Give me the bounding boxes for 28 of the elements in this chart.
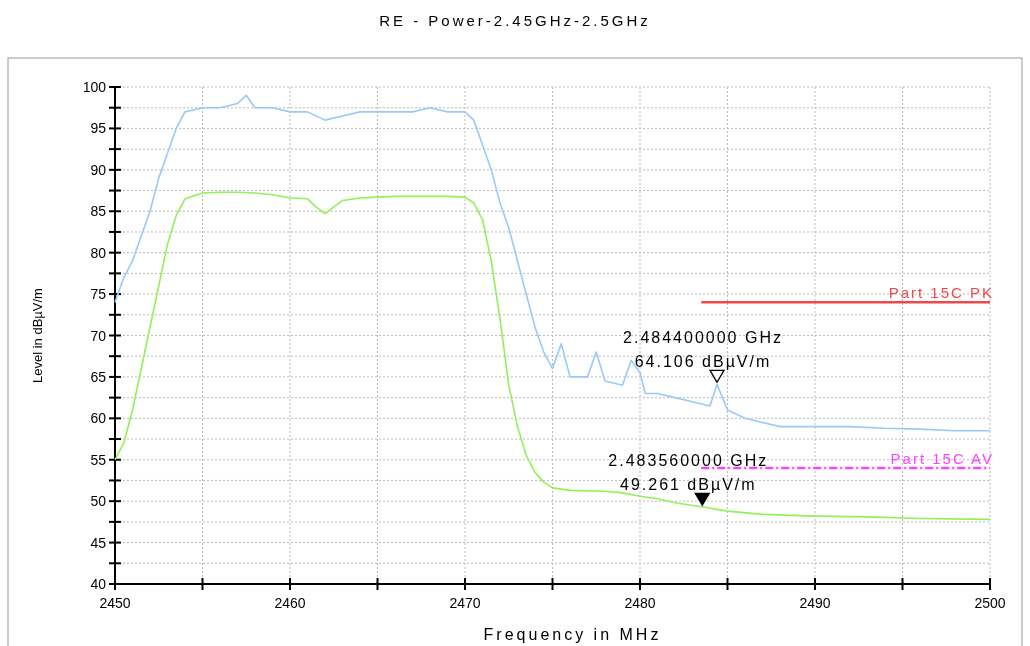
x-tick-label: 2480 bbox=[624, 595, 656, 611]
y-tick-label: 65 bbox=[90, 368, 107, 385]
y-tick-label: 45 bbox=[90, 534, 107, 551]
y-tick-label: 70 bbox=[90, 327, 107, 344]
y-tick-label: 60 bbox=[90, 410, 107, 427]
x-tick-label: 2500 bbox=[974, 595, 1006, 611]
annotation: 2.483560000 GHz 49.261 dBµV/m bbox=[608, 452, 769, 494]
y-tick-label: 85 bbox=[90, 203, 107, 220]
y-tick-label: 95 bbox=[90, 120, 107, 137]
y-tick-label: 80 bbox=[90, 244, 107, 261]
y-tick-label: 100 bbox=[82, 79, 107, 95]
y-axis-title: Level in dBµV/m bbox=[30, 288, 45, 383]
x-tick-label: 2490 bbox=[799, 595, 831, 611]
y-tick-label: 40 bbox=[90, 576, 107, 592]
series-label: Part 15C AV bbox=[890, 450, 994, 468]
line-series bbox=[114, 191, 991, 521]
x-axis-title: Frequency in MHz bbox=[483, 626, 662, 643]
annotation: 2.484400000 GHz 64.106 dBµV/m bbox=[623, 329, 783, 371]
y-tick-label: 50 bbox=[90, 493, 107, 510]
series-label: Part 15C PK bbox=[888, 284, 994, 302]
y-tick-label: 55 bbox=[90, 451, 107, 468]
x-tick-label: 2470 bbox=[449, 595, 481, 611]
line-series bbox=[114, 94, 991, 432]
x-tick-label: 2460 bbox=[274, 595, 306, 611]
y-tick-label: 90 bbox=[90, 161, 107, 178]
chart-title: RE - Power-2.45GHz-2.5GHz bbox=[379, 12, 651, 29]
x-tick-label: 2450 bbox=[99, 595, 131, 611]
y-tick-label: 75 bbox=[90, 286, 107, 303]
